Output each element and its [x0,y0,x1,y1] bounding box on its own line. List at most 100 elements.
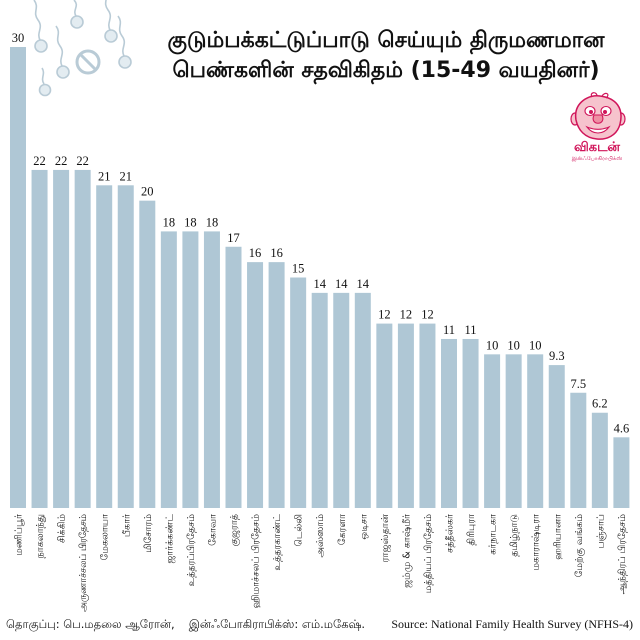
sperm-icon [70,0,84,29]
bar [591,412,608,508]
bar-value-label: 12 [421,308,434,322]
bar [10,47,26,508]
bar [548,365,565,508]
x-tick-label: ஒடிசா [358,513,369,540]
bar-value-label: 21 [98,169,111,183]
bar [96,185,113,509]
bar [160,231,177,508]
bar [311,292,328,508]
x-tick-label: உத்தரப்பிரதேசம் [186,514,197,587]
sperm-tail [117,15,126,57]
bar [117,185,134,509]
bar-value-label: 18 [206,215,219,229]
x-tick-labels: மணிப்பூர் நாகலாந்து சிக்கிம் அருணாச்சலப் பி… [14,513,628,612]
bar [225,246,242,508]
x-tick-label: கோவா [207,513,218,546]
bar-value-label: 7.5 [570,377,586,391]
bar [462,338,479,508]
chart-title-line-2: பெண்களின் சதவிகிதம் (15-49 வயதினர்) [172,58,600,83]
bar-value-labels: 30 22 22 22 21 21 20 18 18 18 17 16 16 15 14 14 14 12 12 12… [12,31,629,435]
x-tick-label: பஞ்சாப் [595,514,606,549]
x-tick-label: மேற்கு வங்கம் [574,514,586,578]
sperm-tail [41,67,45,85]
x-tick-label: திரிபுரா [466,513,477,546]
sperm-head [56,65,70,79]
bar-value-label: 18 [163,215,176,229]
credits: தொகுப்பு: பெ.மதலை ஆரோன், இன்ஃபோகிராபிக்ஸ்… [6,617,378,633]
bar [203,231,220,508]
bar [570,392,587,508]
logo-subtitle: இன்ஃபோகிராபிக்ஸ் [571,156,623,162]
x-tick-label: ராஜஸ்தான் [380,513,391,562]
sperm-icon [55,25,70,79]
bar-value-label: 14 [357,277,370,291]
bar-value-label: 4.6 [614,421,630,435]
bar [613,437,630,508]
bar-value-label: 14 [313,277,326,291]
no-sign-ring [75,49,101,75]
source-note: Source: National Family Health Survey (N… [391,617,633,631]
bar [31,169,48,508]
x-tick-label: மிசோரம் [143,514,154,553]
bar [290,277,307,508]
bar [397,323,414,508]
sperm-tail [73,0,78,17]
x-tick-label: பீகார் [121,513,132,537]
bar-value-label: 6.2 [592,397,608,411]
bar-value-label: 10 [486,338,499,352]
sperm-head [38,83,52,97]
no-sign-slash [79,53,97,71]
bar-value-label: 16 [270,246,283,260]
x-tick-label: ஜம்மு & காஷ்மீர் [401,513,412,588]
x-tick-label: ஹிமாச்சலப் பிரதேசம் [251,514,262,609]
x-tick-label: சத்தீஸ்கர் [445,513,456,553]
bar-value-label: 11 [443,323,455,337]
x-tick-label: ஹரியானா [552,513,563,560]
bar [419,323,436,508]
x-tick-label: அஸ்ஸாம் [315,514,326,558]
sperm-tail [55,25,64,67]
bar-value-label: 10 [529,338,542,352]
x-tick-label: மத்தியப் பிரதேசம் [423,514,434,594]
bar [182,231,199,508]
logo-wordmark: விகடன் [573,140,621,155]
x-tick-label: கர்நாடகா [488,513,499,555]
x-tick-label: கேரளா [337,513,348,545]
bar-value-label: 22 [55,154,68,168]
bar-value-label: 15 [292,262,305,276]
x-tick-label: டெல்லி [294,514,305,547]
bar-value-label: 12 [378,308,391,322]
bar [139,200,156,509]
bars [10,47,630,509]
vikatan-mascot-logo [570,92,626,140]
chart-title-line-1: குடும்பக்கட்டுப்பாடு செய்யும் திருமணமான [167,28,605,53]
bar [74,169,91,508]
sperm-icon [104,0,118,43]
mascot-mouth [585,125,611,134]
bar-value-label: 17 [227,231,240,245]
bar [53,169,70,508]
sperm-icon [33,0,48,53]
sperm-head [70,15,84,29]
sperm-head [104,29,118,43]
bar-value-label: 22 [33,154,46,168]
no-sign-icon [75,49,101,75]
sperm-icon [117,15,132,69]
x-tick-label: குஜராத் [229,513,241,546]
bar [268,262,285,508]
mascot-pupil [603,110,607,114]
mascot-pupil [589,110,593,114]
infographics-credit: இன்ஃபோகிராபிக்ஸ்: எம்.மகேஷ். [188,617,366,631]
bar-value-label: 30 [12,31,25,45]
x-tick-label: அருணாச்சலப் பிரதேசம் [78,514,89,612]
bar-value-label: 21 [120,169,133,183]
bar [376,323,393,508]
bar [527,354,544,508]
x-tick-label: ஆந்திரப் பிரதேசம் [617,514,628,595]
sperm-head [118,55,132,69]
bar [505,354,522,508]
x-tick-label: உத்தரகாண்ட் [272,514,283,571]
x-tick-label: மேகலாயா [100,513,111,560]
bar-value-label: 9.3 [549,349,565,363]
